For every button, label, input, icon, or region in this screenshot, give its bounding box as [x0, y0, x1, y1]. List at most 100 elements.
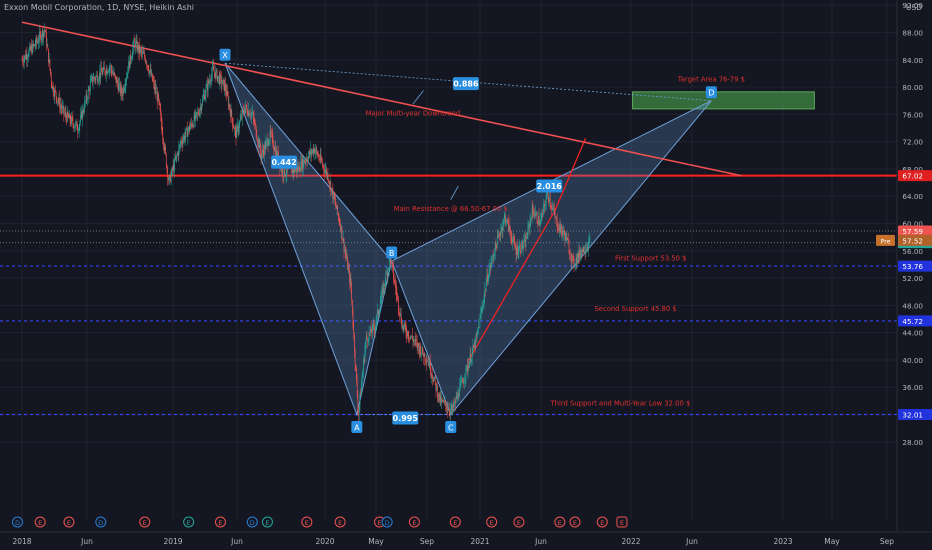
candle-body	[538, 216, 539, 225]
candle-body	[113, 72, 115, 75]
candle-body	[46, 45, 48, 47]
candle-body	[496, 244, 497, 248]
target-zone	[632, 91, 815, 110]
candle-body	[128, 61, 129, 73]
candle-body	[36, 38, 37, 43]
candle-body	[188, 126, 189, 131]
candle-body	[121, 87, 123, 95]
candle-body	[162, 133, 164, 139]
candle-body	[66, 116, 67, 122]
earnings-marker-icon[interactable]	[34, 516, 46, 528]
candle-body	[579, 253, 581, 257]
candle-body	[149, 69, 151, 71]
price-axis[interactable]: 28.0032.0036.0040.0044.0048.0052.0056.00…	[876, 0, 932, 535]
earnings-marker-icon[interactable]	[513, 516, 525, 528]
candle-body	[397, 294, 398, 298]
earnings-marker-icon[interactable]	[616, 516, 628, 528]
event-marker-label: E	[453, 519, 457, 527]
candle-body	[546, 192, 548, 200]
candle-body	[527, 225, 529, 236]
candle-body	[50, 73, 52, 83]
candle-body	[512, 240, 513, 243]
candle-body	[369, 332, 371, 334]
candle-body	[38, 41, 40, 43]
candle-body	[392, 263, 394, 268]
candle-body	[260, 150, 262, 158]
candle-body	[586, 249, 587, 250]
candle-body	[557, 228, 559, 230]
candle-body	[217, 76, 219, 81]
earnings-marker-icon[interactable]	[569, 516, 581, 528]
earnings-marker-icon[interactable]	[214, 516, 226, 528]
candle-body	[283, 166, 285, 177]
event-marker-label: E	[187, 519, 191, 527]
candle-body	[105, 73, 106, 75]
candle-body	[568, 239, 569, 244]
candle-body	[326, 169, 327, 176]
candle-body	[25, 54, 26, 59]
event-marker-label: E	[305, 519, 309, 527]
candle-body	[480, 313, 481, 318]
candle-body	[456, 396, 458, 399]
candle-body	[114, 72, 116, 75]
dividend-marker-icon[interactable]	[246, 516, 258, 528]
candle-body	[231, 109, 233, 118]
earnings-marker-icon[interactable]	[408, 516, 420, 528]
time-axis[interactable]: 2018 Jun 2019 Jun 2020 May Sep 2021 Jun 2022 Jun 20…	[0, 531, 932, 550]
candle-body	[472, 345, 474, 352]
candle-body	[403, 326, 405, 329]
candle-body	[324, 169, 325, 173]
earnings-marker-icon[interactable]	[261, 516, 273, 528]
pre-badge-label: Pre	[880, 237, 890, 245]
candle-body	[473, 345, 474, 348]
candle-body	[146, 62, 148, 66]
candle-body	[424, 353, 426, 360]
dividend-marker-icon[interactable]	[95, 516, 107, 528]
earnings-marker-icon[interactable]	[139, 516, 151, 528]
candle-body	[515, 249, 517, 255]
event-marker-label: D	[15, 519, 20, 527]
candle-body	[586, 247, 588, 250]
candle-body	[381, 291, 382, 299]
earnings-marker-icon[interactable]	[596, 516, 608, 528]
candle-body	[334, 198, 336, 201]
candle-body	[50, 68, 51, 74]
candle-body	[362, 370, 364, 378]
candle-body	[448, 409, 450, 412]
candle-body	[512, 237, 514, 241]
candle-body	[411, 335, 412, 337]
candle-body	[165, 146, 166, 154]
candle-body	[517, 246, 518, 256]
candle-body	[141, 50, 143, 53]
candle-body	[89, 88, 90, 92]
candle-body	[253, 112, 254, 118]
candle-body	[452, 404, 454, 411]
earnings-marker-icon[interactable]	[449, 516, 461, 528]
candles	[21, 23, 591, 422]
candle-body	[165, 153, 167, 166]
candle-body	[359, 393, 361, 406]
candle-body	[513, 237, 515, 241]
earnings-marker-icon[interactable]	[486, 516, 498, 528]
dividend-marker-icon[interactable]	[11, 516, 23, 528]
candle-body	[181, 141, 182, 144]
candle-body	[210, 81, 212, 82]
earnings-marker-icon[interactable]	[63, 516, 75, 528]
earnings-marker-icon[interactable]	[183, 516, 195, 528]
candle-body	[273, 148, 275, 151]
candle-body	[565, 233, 567, 241]
candle-body	[386, 272, 388, 277]
time-tick-label: Jun	[230, 537, 243, 546]
candle-body	[94, 78, 96, 80]
candle-body	[464, 380, 465, 382]
earnings-marker-icon[interactable]	[301, 516, 313, 528]
earnings-marker-icon[interactable]	[334, 516, 346, 528]
candle-body	[62, 106, 63, 110]
earnings-marker-icon[interactable]	[554, 516, 566, 528]
candle-body	[419, 346, 421, 353]
candle-body	[255, 125, 257, 137]
ratio-badge	[452, 77, 479, 91]
dividend-marker-icon[interactable]	[381, 516, 393, 528]
